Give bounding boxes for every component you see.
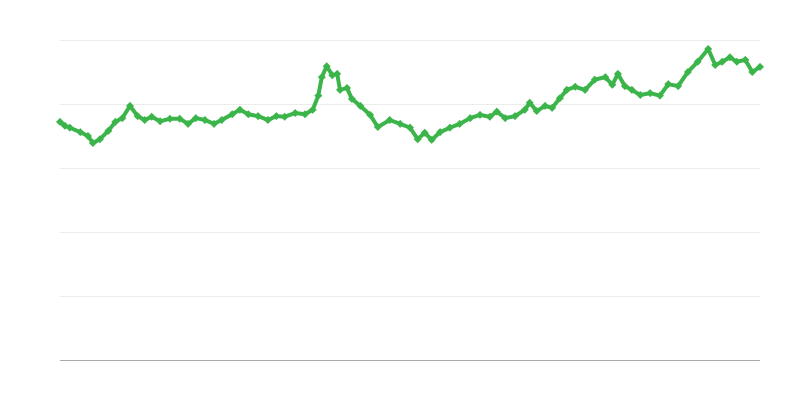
data-point-marker (541, 101, 550, 110)
data-point-marker (76, 128, 85, 137)
data-point-marker (525, 98, 534, 107)
data-point-marker (210, 119, 218, 128)
data-point-marker (366, 110, 375, 119)
data-point-marker (165, 114, 174, 123)
data-point-marker (147, 112, 156, 121)
data-point-marker (413, 135, 422, 144)
data-point-marker (291, 108, 300, 117)
data-point-marker (184, 119, 193, 128)
data-point-marker (322, 62, 331, 71)
data-point-marker (104, 126, 113, 135)
data-point-marker (280, 112, 289, 121)
data-point-marker (725, 53, 734, 62)
data-point-marker (501, 114, 510, 123)
data-point-marker (555, 94, 564, 103)
data-point-marker (741, 55, 750, 64)
data-point-marker (84, 132, 92, 140)
data-point-marker (333, 69, 342, 78)
data-point-marker (156, 117, 165, 126)
data-point-marker (664, 80, 673, 89)
data-point-marker (748, 68, 757, 76)
data-point-marker (191, 114, 200, 123)
data-point-marker (317, 73, 326, 82)
data-point-marker (65, 123, 74, 132)
data-point-marker (562, 85, 571, 94)
data-point-marker (613, 69, 622, 78)
data-point-marker (571, 82, 580, 91)
data-point-marker (445, 123, 454, 132)
data-point-marker (88, 139, 97, 148)
data-point-marker (126, 101, 134, 110)
series-line (58, 46, 762, 146)
data-point-marker (492, 107, 501, 116)
data-point-marker (336, 85, 344, 94)
data-point-marker (118, 114, 127, 123)
data-point-marker (396, 119, 405, 128)
data-point-marker (590, 75, 599, 84)
data-point-marker (674, 82, 683, 91)
data-point-marker (356, 101, 365, 110)
data-point-marker (520, 105, 529, 114)
data-point-marker (718, 57, 727, 66)
data-point-marker (485, 112, 494, 121)
data-point-marker (711, 60, 720, 69)
data-point-marker (420, 128, 429, 137)
data-point-marker (511, 112, 519, 121)
data-point-marker (601, 73, 610, 82)
data-point-marker (140, 116, 149, 124)
data-point-marker (476, 110, 484, 119)
data-point-marker (343, 84, 351, 92)
data-point-marker (314, 91, 323, 100)
data-point-marker (455, 119, 464, 128)
data-point-marker (636, 91, 645, 100)
data-point-marker (532, 107, 541, 116)
gridlines (60, 40, 760, 297)
data-point-marker (95, 135, 104, 144)
data-point-marker (175, 114, 184, 123)
data-point-marker (406, 123, 414, 132)
data-point-marker (111, 117, 120, 126)
data-point-marker (756, 62, 764, 71)
data-point-marker (704, 44, 713, 53)
data-point-marker (693, 57, 702, 66)
data-point-marker (466, 114, 475, 123)
data-point-marker (254, 112, 263, 121)
data-point-marker (620, 82, 629, 91)
data-point-marker (217, 116, 226, 124)
series-group (56, 44, 764, 148)
data-point-marker (244, 110, 253, 119)
data-point-marker (608, 80, 617, 89)
data-point-marker (272, 112, 281, 121)
data-point-marker (235, 105, 244, 114)
data-point-marker (373, 123, 382, 132)
data-point-marker (683, 68, 692, 76)
data-point-marker (627, 85, 636, 94)
data-point-marker (581, 85, 589, 94)
data-point-marker (385, 116, 394, 124)
data-point-marker (436, 128, 445, 137)
data-point-marker (646, 89, 655, 98)
data-point-marker (56, 117, 64, 126)
data-point-marker (732, 57, 741, 66)
data-point-marker (308, 105, 317, 114)
data-point-marker (655, 91, 664, 100)
data-point-marker (301, 110, 309, 119)
data-point-marker (200, 116, 209, 124)
data-point-marker (133, 112, 142, 121)
data-point-marker (263, 116, 272, 124)
data-point-marker (427, 135, 436, 144)
data-point-marker (548, 103, 557, 112)
data-point-marker (347, 94, 356, 103)
data-point-marker (228, 110, 237, 119)
